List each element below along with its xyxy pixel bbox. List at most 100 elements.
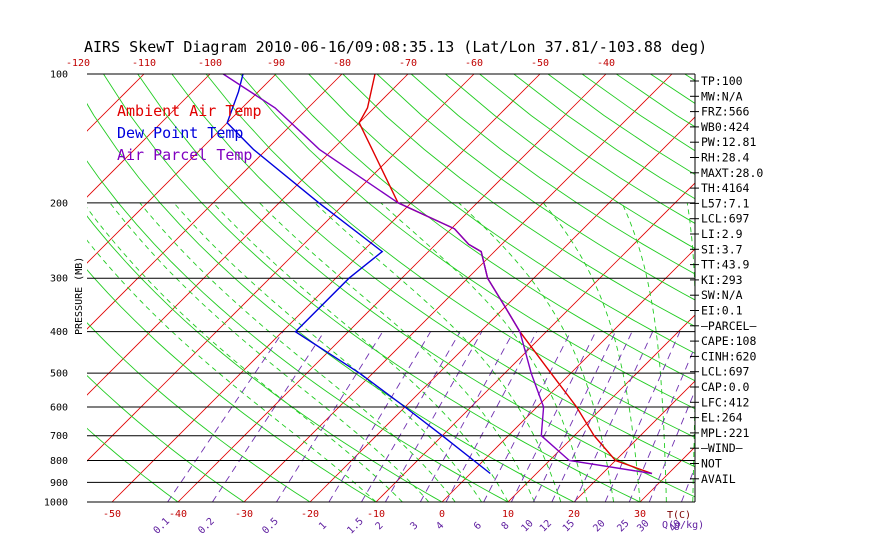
top-temp-tick-label: -120 <box>66 58 90 69</box>
mixing-ratio-tick-label: 6 <box>472 520 484 532</box>
bottom-temp-tick-label: 0 <box>439 509 445 520</box>
stats-entry: L57:7.1 <box>701 196 750 210</box>
top-temp-tick-label: -60 <box>465 58 483 69</box>
mixing-ratio-tick-label: 15 <box>561 518 577 534</box>
isotherm-line <box>772 74 870 502</box>
legend: Ambient Air Temp Dew Point Temp Air Parcel… <box>117 102 262 164</box>
moist-adiabat-line <box>139 202 456 502</box>
bottom-temp-axis: -50 -40 -30 -20 -10 0 10 20 30 <box>103 509 646 520</box>
mixing-ratio-tick-label: 0.5 <box>260 516 281 537</box>
top-temp-tick-label: -70 <box>399 58 417 69</box>
pressure-tick-label: 800 <box>50 456 68 467</box>
isotherm-line <box>111 74 541 502</box>
moist-adiabat-line <box>109 202 430 502</box>
legend-entry: Ambient Air Temp <box>117 102 262 120</box>
top-temp-axis: -120 -110 -100 -90 -80 -70 -60 -50 -40 <box>66 58 615 69</box>
dry-adiabat-line <box>87 427 179 502</box>
mixing-ratio-tick-label: 10 <box>519 518 535 534</box>
ambient-air-temp-profile <box>358 74 653 475</box>
stats-entry: RH:28.4 <box>701 151 750 165</box>
mixing-ratio-tick-label: 3 <box>409 520 421 532</box>
stats-entry: CAPE:108 <box>701 334 756 348</box>
mixing-ratio-tick-label: 1.5 <box>345 516 366 537</box>
isotherm-line <box>309 116 695 502</box>
stats-entry: AVAIL <box>701 472 736 486</box>
mixing-ratio-tick-label: 25 <box>615 518 631 534</box>
pressure-tick-label: 700 <box>50 431 68 442</box>
mixing-ratio-tick-label: 1 <box>317 520 329 532</box>
air-parcel-temp-profile <box>222 74 653 475</box>
top-temp-tick-label: -100 <box>198 58 222 69</box>
dry-adiabat-line <box>753 74 870 502</box>
stats-entry: —WIND— <box>701 441 743 455</box>
mixing-ratio-tick-label: 2 <box>374 520 386 532</box>
mixing-ratio-tick-label: 8 <box>500 520 512 532</box>
dry-adiabat-line <box>171 74 695 468</box>
dry-adiabat-line <box>787 74 870 502</box>
mixing-ratio-line <box>574 331 654 502</box>
stats-entry: MPL:221 <box>701 426 750 440</box>
isotherm-line <box>375 182 695 502</box>
bottom-temp-tick-label: 10 <box>502 509 514 520</box>
dry-adiabat-line <box>856 74 870 502</box>
isotherm-line <box>243 74 673 502</box>
moist-adiabat-line <box>314 202 562 502</box>
mixing-ratio-line <box>419 331 514 502</box>
mixing-ratio-line <box>533 331 616 502</box>
pressure-tick-label: 600 <box>50 403 68 414</box>
isotherm-line <box>87 74 211 198</box>
bottom-temp-tick-label: 20 <box>568 509 580 520</box>
dry-adiabat-line <box>376 74 695 301</box>
pressure-tick-label: 100 <box>50 70 68 81</box>
dry-adiabat-line <box>650 74 695 104</box>
dry-adiabat-line <box>342 74 695 327</box>
legend-entry: Dew Point Temp <box>117 124 243 142</box>
dew-point-temp-profile <box>226 74 491 475</box>
dry-adiabat-line <box>513 74 695 200</box>
stats-entry: —PARCEL— <box>701 319 756 333</box>
top-temp-tick-label: -40 <box>597 58 615 69</box>
stats-entry: SW:N/A <box>701 288 743 302</box>
dry-adiabat-line <box>821 74 870 502</box>
bottom-temp-tick-label: -50 <box>103 509 121 520</box>
stats-entry: WB0:424 <box>701 120 750 134</box>
dry-adiabat-line <box>87 269 377 502</box>
mixing-ratio-tick-label: 20 <box>591 518 607 534</box>
dry-adiabat-line <box>239 74 695 410</box>
top-temp-tick-label: -110 <box>132 58 156 69</box>
stats-entry: PW:12.81 <box>701 135 756 149</box>
pressure-tick-label: 300 <box>50 274 68 285</box>
mixing-ratio-line <box>276 331 384 502</box>
pressure-axis-labels: 100 200 300 400 500 600 700 800 900 1000 <box>44 70 68 509</box>
mixing-ratio-unit-label: Q(g/kg) <box>662 520 704 531</box>
top-temp-tick-label: -50 <box>531 58 549 69</box>
bottom-temp-tick-label: -30 <box>235 509 253 520</box>
chart-title: AIRS SkewT Diagram 2010-06-16/09:08:35.1… <box>84 38 707 56</box>
dry-adiabat-line <box>308 74 695 354</box>
mixing-ratio-line <box>361 331 461 502</box>
pressure-axis-title: PRESSURE (MB) <box>74 257 85 335</box>
moist-adiabat-line <box>458 202 615 502</box>
mixing-ratio-line <box>551 331 633 502</box>
stats-entry: TP:100 <box>701 74 743 88</box>
stats-entry: MW:N/A <box>701 89 743 103</box>
legend-entry: Air Parcel Temp <box>117 146 252 164</box>
moist-adiabat-line <box>621 202 667 502</box>
pressure-tick-label: 200 <box>50 198 68 209</box>
isotherm-line <box>441 248 695 502</box>
mixing-ratio-line <box>604 331 681 502</box>
mixing-ratio-line <box>648 389 695 502</box>
dry-adiabat-line <box>87 322 311 502</box>
mixing-ratio-line <box>167 331 284 502</box>
isotherm-line <box>87 74 277 264</box>
moist-adiabat-line <box>542 202 641 502</box>
dry-adiabat-line <box>274 74 695 382</box>
bottom-temp-tick-label: -40 <box>169 509 187 520</box>
dry-adiabat-line <box>87 215 443 502</box>
top-temp-tick-label: -90 <box>267 58 285 69</box>
stats-entry: LI:2.9 <box>701 227 743 241</box>
isotherm-line <box>87 74 409 396</box>
isotherm-line <box>507 314 695 502</box>
isotherm-line <box>0 74 12 502</box>
